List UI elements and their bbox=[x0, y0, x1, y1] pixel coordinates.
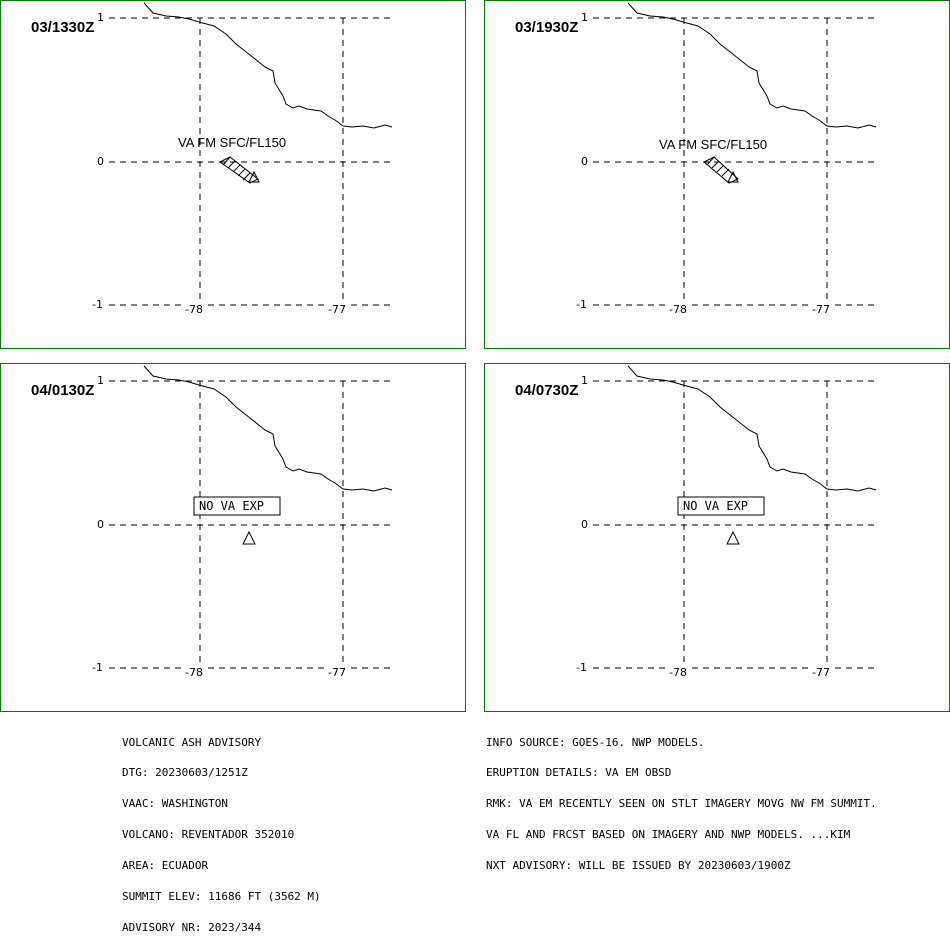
lat-label-1: 1 bbox=[581, 11, 588, 24]
volcano-icon bbox=[727, 170, 739, 183]
lat-label-1: 1 bbox=[97, 11, 104, 24]
lon-label-77: -77 bbox=[328, 666, 346, 679]
lon-label-77: -77 bbox=[812, 666, 830, 679]
advisory-line: DTG: 20230603/1251Z bbox=[122, 766, 248, 780]
va-label: VA FM SFC/FL150 bbox=[178, 135, 287, 150]
lat-label-neg1: -1 bbox=[92, 298, 103, 311]
advisory-line: VA FL AND FRCST BASED ON IMAGERY AND NWP… bbox=[486, 828, 851, 842]
coastline bbox=[143, 365, 393, 492]
lat-label-neg1: -1 bbox=[576, 661, 587, 674]
coastline bbox=[627, 365, 877, 492]
map-canvas bbox=[593, 2, 877, 306]
lon-label-78: -78 bbox=[185, 303, 203, 316]
volcano-icon bbox=[242, 530, 256, 545]
lat-label-0: 0 bbox=[581, 518, 588, 531]
advisory-remarks-block: INFO SOURCE: GOES-16. NWP MODELS. ERUPTI… bbox=[486, 717, 877, 882]
lon-label-78: -78 bbox=[669, 666, 687, 679]
advisory-line: VOLCANO: REVENTADOR 352010 bbox=[122, 828, 295, 842]
label-box bbox=[677, 496, 765, 516]
lat-label-1: 1 bbox=[97, 374, 104, 387]
forecast-panel-3: 04/0130Z NO VA EXP 1 0 -1 -78 -77 bbox=[0, 363, 466, 712]
no-va-label: NO VA EXP bbox=[199, 499, 265, 513]
lat-label-0: 0 bbox=[581, 155, 588, 168]
advisory-line: ERUPTION DETAILS: VA EM OBSD bbox=[486, 766, 672, 780]
no-va-label: NO VA EXP bbox=[683, 499, 749, 513]
forecast-panel-2: 03/1930Z VA FM SFC/FL150 1 0 -1 -78 -77 bbox=[484, 0, 950, 349]
map-canvas bbox=[109, 365, 393, 669]
coastline bbox=[627, 2, 877, 129]
map-canvas bbox=[593, 365, 877, 669]
advisory-line: NXT ADVISORY: WILL BE ISSUED BY 20230603… bbox=[486, 859, 791, 873]
advisory-line: VOLCANIC ASH ADVISORY bbox=[122, 735, 262, 749]
advisory-line: AREA: ECUADOR bbox=[122, 859, 209, 873]
volcano-icon bbox=[726, 530, 740, 545]
lon-label-77: -77 bbox=[812, 303, 830, 316]
plume-polygon bbox=[703, 156, 739, 184]
lat-label-1: 1 bbox=[581, 374, 588, 387]
advisory-line: INFO SOURCE: GOES-16. NWP MODELS. bbox=[486, 735, 705, 749]
plume-polygon bbox=[219, 156, 260, 184]
lat-label-neg1: -1 bbox=[92, 661, 103, 674]
forecast-panel-1: 03/1330Z VA FM SFC/FL150 1 0 -1 -78 -77 bbox=[0, 0, 466, 349]
label-box bbox=[193, 496, 281, 516]
coastline bbox=[143, 2, 393, 129]
forecast-panel-4: 04/0730Z NO VA EXP 1 0 -1 -78 -77 bbox=[484, 363, 950, 712]
lon-label-78: -78 bbox=[185, 666, 203, 679]
lat-label-0: 0 bbox=[97, 518, 104, 531]
advisory-line: VAAC: WASHINGTON bbox=[122, 797, 228, 811]
advisory-line: RMK: VA EM RECENTLY SEEN ON STLT IMAGERY… bbox=[486, 797, 877, 811]
va-label: VA FM SFC/FL150 bbox=[659, 137, 768, 152]
advisory-line: ADVISORY NR: 2023/344 bbox=[122, 920, 262, 934]
advisory-line: SUMMIT ELEV: 11686 FT (3562 M) bbox=[122, 890, 321, 904]
advisory-header-block: VOLCANIC ASH ADVISORY DTG: 20230603/1251… bbox=[122, 717, 321, 944]
lon-label-77: -77 bbox=[328, 303, 346, 316]
lat-label-0: 0 bbox=[97, 155, 104, 168]
time-label: 03/1930Z bbox=[515, 19, 579, 36]
volcano-icon bbox=[248, 170, 260, 183]
lat-label-neg1: -1 bbox=[576, 298, 587, 311]
time-label: 04/0130Z bbox=[31, 382, 95, 399]
map-canvas bbox=[109, 2, 393, 306]
time-label: 03/1330Z bbox=[31, 19, 95, 36]
time-label: 04/0730Z bbox=[515, 382, 579, 399]
lon-label-78: -78 bbox=[669, 303, 687, 316]
